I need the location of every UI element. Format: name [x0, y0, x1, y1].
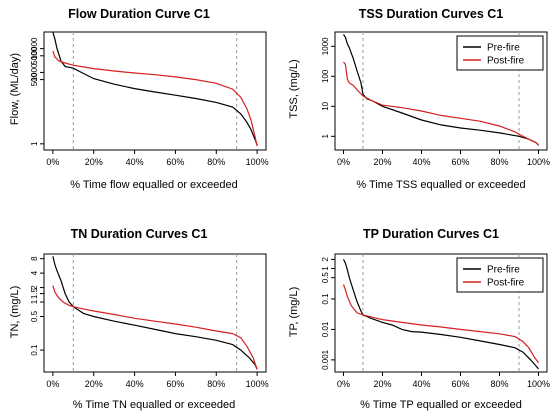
x-tick-label: 40%	[412, 157, 430, 167]
y-tick-label: 0.001	[321, 349, 330, 370]
y-tick-label: 0.5	[321, 272, 330, 284]
x-axis-label: % Time flow equalled or exceeded	[70, 179, 238, 191]
legend-box	[456, 35, 544, 71]
x-tick-label: 20%	[85, 379, 103, 389]
y-tick-label: 1000	[30, 63, 39, 81]
y-tick-label: 0.5	[30, 310, 39, 322]
series-line-pre-fire	[342, 259, 539, 370]
y-tick-label: 1.5	[30, 287, 39, 299]
y-axis-label: TP, (mg/L)	[288, 287, 300, 338]
x-tick-label: 100%	[246, 157, 269, 167]
plot-frame	[334, 253, 548, 373]
legend-label: Pre-fire	[487, 265, 520, 276]
x-tick-label: 100%	[527, 157, 550, 167]
y-tick-label: 1	[321, 134, 330, 139]
y-axis-label: TN, (mg/L)	[9, 286, 21, 339]
panel-title: TSS Duration Curves C1	[359, 7, 504, 21]
x-tick-label: 80%	[491, 157, 509, 167]
x-tick-label: 40%	[412, 379, 430, 389]
series-line-pre-fire	[52, 256, 258, 370]
series-line-pre-fire	[52, 31, 258, 146]
x-tick-label: 20%	[85, 157, 103, 167]
plot-frame	[334, 31, 548, 151]
y-tick-label: 8	[30, 256, 39, 261]
panel-tn: TN Duration Curves C1 % Time TN equalled…	[9, 227, 269, 411]
y-tick-label: 0.01	[321, 321, 330, 337]
y-tick-label: 1000	[321, 37, 330, 55]
y-tick-label: 2	[30, 285, 39, 290]
x-axis-label: % Time TSS equalled or exceeded	[356, 179, 525, 191]
x-tick-label: 60%	[451, 379, 469, 389]
series-line-post-fire	[52, 285, 258, 370]
x-tick-label: 60%	[451, 157, 469, 167]
x-tick-label: 60%	[166, 157, 184, 167]
y-axis-label: TSS, (mg/L)	[288, 59, 300, 118]
legend-box	[456, 257, 544, 293]
y-tick-label: 0.1	[321, 293, 330, 305]
plot-frame	[43, 31, 267, 151]
y-tick-label: 5000	[30, 46, 39, 64]
x-tick-label: 20%	[373, 379, 391, 389]
panel-title: TN Duration Curves C1	[71, 227, 208, 241]
x-tick-label: 60%	[166, 379, 184, 389]
panel-tp: TP Duration Curves C1 % Time TP equalled…	[288, 227, 550, 411]
legend-label: Pre-fire	[487, 43, 520, 54]
legend-label: Post-fire	[487, 56, 525, 67]
x-tick-label: 0%	[46, 379, 59, 389]
y-tick-label: 1	[321, 266, 330, 271]
y-tick-label: 4	[30, 270, 39, 275]
x-tick-label: 40%	[126, 157, 144, 167]
y-tick-label: 500	[30, 72, 39, 86]
x-axis-label: % Time TN equalled or exceeded	[73, 399, 235, 411]
panel-flow: Flow Duration Curve C1 % Time flow equal…	[9, 7, 269, 191]
x-tick-label: 40%	[126, 379, 144, 389]
x-tick-label: 100%	[246, 379, 269, 389]
series-line-post-fire	[342, 284, 539, 364]
x-tick-label: 0%	[337, 157, 350, 167]
series-line-pre-fire	[342, 34, 539, 146]
x-axis-label: % Time TP equalled or exceeded	[360, 399, 522, 411]
x-tick-label: 80%	[207, 379, 225, 389]
y-tick-label: 1	[30, 299, 39, 304]
y-tick-label: 100	[321, 69, 330, 83]
y-tick-label: 10000	[30, 37, 39, 60]
x-tick-label: 80%	[207, 157, 225, 167]
y-axis-label: Flow, (ML/day)	[9, 53, 21, 125]
x-tick-label: 100%	[527, 379, 550, 389]
legend-label: Post-fire	[487, 278, 525, 289]
panel-tss: TSS Duration Curves C1 % Time TSS equall…	[288, 7, 550, 191]
y-tick-label: 1	[30, 141, 39, 146]
panel-title: Flow Duration Curve C1	[68, 7, 210, 21]
series-line-post-fire	[343, 61, 539, 146]
x-tick-label: 80%	[491, 379, 509, 389]
x-tick-label: 20%	[373, 157, 391, 167]
y-tick-label: 10	[321, 101, 330, 110]
plot-frame	[43, 253, 267, 373]
y-tick-label: 2	[321, 257, 330, 262]
y-tick-label: 0.1	[30, 344, 39, 356]
x-tick-label: 0%	[46, 157, 59, 167]
series-line-post-fire	[52, 50, 258, 147]
x-tick-label: 0%	[337, 379, 350, 389]
panel-title: TP Duration Curves C1	[363, 227, 499, 241]
